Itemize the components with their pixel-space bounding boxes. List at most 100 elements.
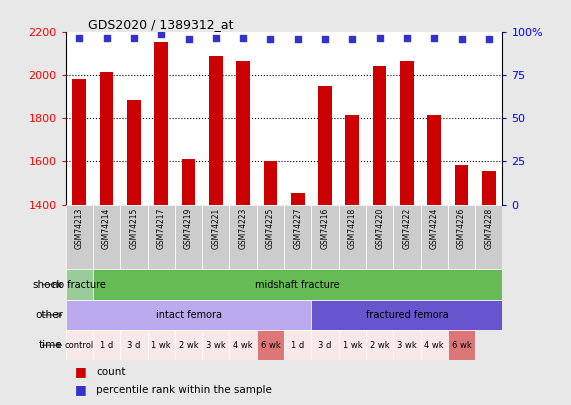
Text: GSM74226: GSM74226 [457,208,466,249]
Bar [311,205,339,269]
Text: fractured femora: fractured femora [365,310,448,320]
Point [184,36,193,43]
Text: GSM74223: GSM74223 [239,208,248,249]
Text: intact femora: intact femora [155,310,222,320]
Bar [73,79,86,205]
Bar [66,269,93,300]
Point [457,36,466,43]
Point [239,34,248,41]
Bar [339,205,366,269]
Point [320,36,329,43]
Bar [448,330,475,360]
Bar [345,115,359,205]
Text: 4 wk: 4 wk [234,341,253,350]
Point [102,34,111,41]
Text: 2 wk: 2 wk [179,341,198,350]
Text: GSM74228: GSM74228 [484,208,493,249]
Text: GSM74218: GSM74218 [348,208,357,249]
Text: GSM74215: GSM74215 [130,208,138,249]
Text: GSM74219: GSM74219 [184,208,193,249]
Text: GSM74221: GSM74221 [211,208,220,249]
Bar [66,330,93,360]
Text: 1 wk: 1 wk [343,341,362,350]
Bar [284,205,311,269]
Text: GSM74225: GSM74225 [266,208,275,249]
Text: GSM74214: GSM74214 [102,208,111,249]
Bar [202,205,230,269]
Text: percentile rank within the sample: percentile rank within the sample [96,385,272,394]
Bar [311,300,502,330]
Bar [366,205,393,269]
Bar [209,56,223,205]
Text: ■: ■ [74,365,86,378]
Bar [482,171,496,205]
Bar [400,62,414,205]
Point [266,36,275,43]
Point [211,34,220,41]
Text: 6 wk: 6 wk [260,341,280,350]
Bar [421,205,448,269]
Text: 2 wk: 2 wk [370,341,389,350]
Bar [475,205,502,269]
Text: 3 d: 3 d [319,341,332,350]
Bar [127,100,140,205]
Bar [66,300,311,330]
Point [484,36,493,43]
Text: 3 wk: 3 wk [397,341,417,350]
Bar [147,330,175,360]
Point [156,31,166,37]
Text: control: control [65,341,94,350]
Bar [93,205,120,269]
Bar [428,115,441,205]
Text: time: time [39,340,63,350]
Bar [257,330,284,360]
Point [75,34,84,41]
Bar [147,205,175,269]
Text: no fracture: no fracture [53,279,106,290]
Point [130,34,139,41]
Bar [175,205,202,269]
Text: 1 wk: 1 wk [151,341,171,350]
Bar [291,193,304,205]
Text: GSM74224: GSM74224 [430,208,439,249]
Bar [93,330,120,360]
Point [348,36,357,43]
Bar [154,42,168,205]
Bar [393,330,421,360]
Bar [373,66,387,205]
Bar [393,205,421,269]
Bar [120,205,147,269]
Text: 3 wk: 3 wk [206,341,226,350]
Text: GSM74213: GSM74213 [75,208,84,249]
Bar [448,205,475,269]
Text: 1 d: 1 d [291,341,304,350]
Text: GSM74222: GSM74222 [403,208,412,249]
Text: count: count [96,367,126,377]
Text: 3 d: 3 d [127,341,140,350]
Text: shock: shock [33,279,63,290]
Bar [66,205,93,269]
Bar [230,330,257,360]
Text: GSM74227: GSM74227 [293,208,302,249]
Bar [175,330,202,360]
Bar [455,165,468,205]
Text: other: other [35,310,63,320]
Text: 4 wk: 4 wk [424,341,444,350]
Bar [230,205,257,269]
Text: ■: ■ [74,383,86,396]
Bar [284,330,311,360]
Bar [339,330,366,360]
Bar [257,205,284,269]
Point [293,36,302,43]
Text: midshaft fracture: midshaft fracture [255,279,340,290]
Bar [264,162,278,205]
Text: GSM74220: GSM74220 [375,208,384,249]
Text: 1 d: 1 d [100,341,113,350]
Bar [311,330,339,360]
Bar [421,330,448,360]
Bar [236,62,250,205]
Bar [100,72,114,205]
Bar [366,330,393,360]
Text: GSM74216: GSM74216 [320,208,329,249]
Bar [120,330,147,360]
